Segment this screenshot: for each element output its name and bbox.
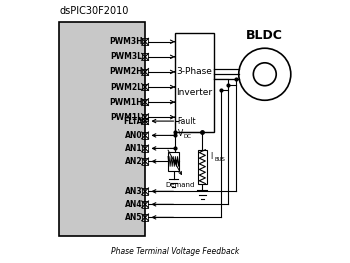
Bar — [59, 22, 145, 236]
Text: PWM1H: PWM1H — [109, 98, 142, 107]
Text: AN2: AN2 — [125, 157, 142, 166]
Bar — [142, 53, 148, 60]
Text: PWM3L: PWM3L — [111, 52, 142, 61]
Text: AN5: AN5 — [125, 213, 142, 222]
Text: V: V — [177, 129, 183, 138]
Bar — [142, 114, 148, 120]
Bar — [142, 99, 148, 105]
Text: Phase Terminal Voltage Feedback: Phase Terminal Voltage Feedback — [111, 247, 239, 256]
Text: BLDC: BLDC — [246, 29, 283, 42]
Bar — [142, 158, 148, 165]
Text: FLTA: FLTA — [123, 117, 142, 126]
Text: AN0: AN0 — [125, 131, 142, 140]
Text: PWM2L: PWM2L — [111, 83, 142, 92]
Bar — [142, 69, 148, 75]
Bar — [168, 151, 180, 171]
Text: dsPIC30F2010: dsPIC30F2010 — [59, 6, 128, 16]
Circle shape — [253, 63, 276, 86]
Bar — [142, 132, 148, 139]
Text: AN4: AN4 — [125, 200, 142, 209]
Text: Inverter: Inverter — [176, 88, 212, 97]
Text: DC: DC — [184, 134, 191, 139]
Bar — [142, 84, 148, 90]
Text: Fault: Fault — [177, 117, 196, 126]
Bar — [142, 214, 148, 221]
Bar — [142, 38, 148, 45]
Bar — [142, 118, 148, 124]
Bar — [175, 33, 214, 132]
Bar — [142, 145, 148, 152]
Bar — [142, 188, 148, 195]
Bar — [142, 201, 148, 208]
Text: Demand: Demand — [165, 182, 195, 188]
Text: PWM1L: PWM1L — [111, 113, 142, 122]
Text: 3-Phase: 3-Phase — [177, 67, 212, 76]
Text: AN1: AN1 — [125, 144, 142, 153]
Text: BUS: BUS — [214, 157, 225, 162]
Text: PWM3H: PWM3H — [109, 37, 142, 46]
Bar — [198, 150, 207, 184]
Text: I: I — [210, 152, 212, 161]
Circle shape — [239, 48, 291, 100]
Text: PWM2H: PWM2H — [109, 67, 142, 77]
Text: AN3: AN3 — [125, 187, 142, 196]
